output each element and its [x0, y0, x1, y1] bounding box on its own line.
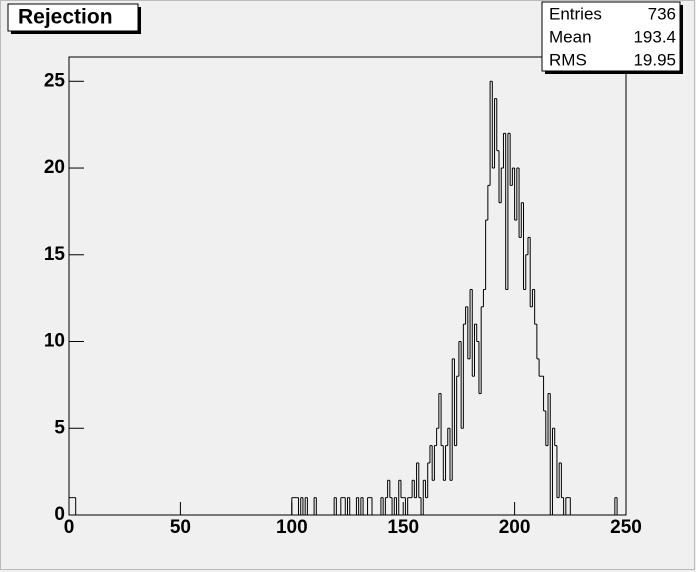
x-tick-label: 150	[387, 517, 419, 538]
stat-label: RMS	[549, 50, 587, 69]
y-tick-label: 15	[44, 244, 66, 265]
y-tick-label: 10	[44, 331, 65, 352]
stat-value: 736	[648, 4, 676, 23]
chart-title: Rejection	[18, 6, 113, 29]
x-tick-label: 200	[499, 517, 531, 538]
stat-value: 193.4	[633, 27, 676, 46]
stat-label: Mean	[549, 27, 592, 46]
x-tick-label: 50	[170, 517, 191, 538]
x-tick-label: 100	[276, 517, 308, 538]
stat-label: Entries	[549, 4, 602, 23]
title-box	[7, 3, 139, 32]
y-tick-label: 5	[54, 417, 65, 438]
y-tick-label: 25	[44, 70, 66, 91]
plot-frame	[68, 56, 627, 516]
stats-box	[541, 1, 681, 72]
y-tick-label: 0	[54, 504, 65, 525]
x-tick-label: 0	[64, 517, 75, 538]
stat-value: 19.95	[633, 50, 676, 69]
x-tick-label: 250	[610, 517, 642, 538]
y-tick-label: 20	[44, 157, 65, 178]
